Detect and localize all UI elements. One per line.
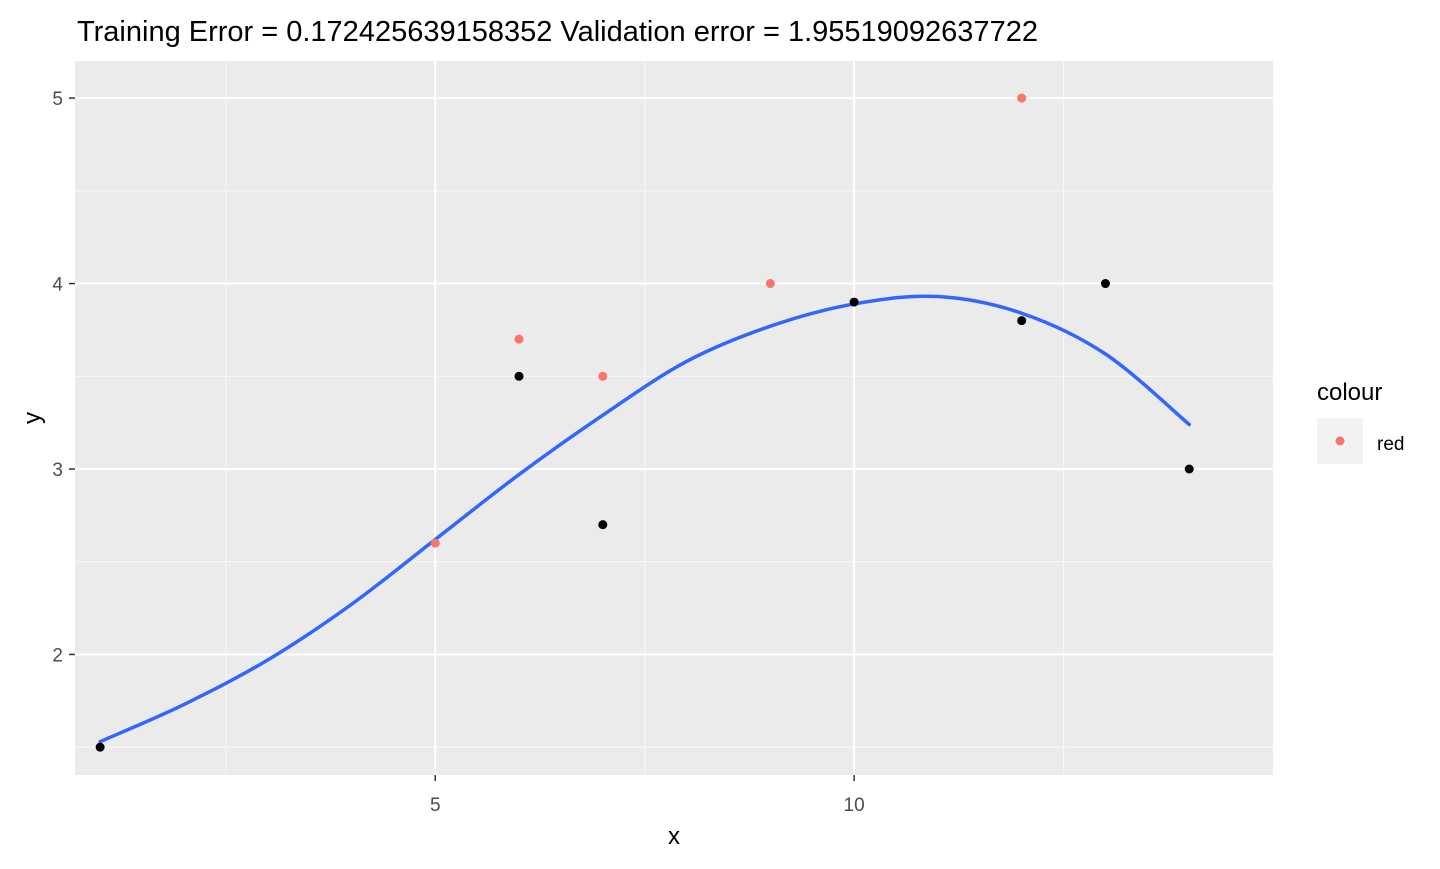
y-tick-label: 4 bbox=[52, 275, 63, 296]
points-group bbox=[95, 93, 1194, 752]
legend-key-point bbox=[1335, 436, 1345, 446]
black-point bbox=[1184, 464, 1194, 474]
smooth-curve bbox=[98, 294, 1191, 744]
legend: colour red bbox=[1317, 379, 1404, 464]
axis-ticks bbox=[69, 97, 855, 781]
x-tick-label: 5 bbox=[430, 795, 441, 816]
y-tick-label: 2 bbox=[52, 645, 63, 666]
legend-title: colour bbox=[1317, 379, 1382, 406]
y-tick-label: 5 bbox=[52, 89, 63, 110]
legend-label-red: red bbox=[1377, 434, 1404, 455]
red-point bbox=[765, 279, 775, 289]
black-point bbox=[514, 371, 524, 381]
black-point bbox=[849, 297, 859, 307]
y-tick-label: 3 bbox=[52, 460, 63, 481]
red-point bbox=[430, 538, 440, 548]
x-axis-label: x bbox=[668, 823, 680, 850]
x-tick-label: 10 bbox=[844, 795, 865, 816]
black-point bbox=[1017, 316, 1027, 326]
black-point bbox=[95, 742, 105, 752]
minor-gridlines bbox=[75, 61, 1273, 775]
major-gridlines bbox=[75, 61, 1273, 775]
smooth-curve-group bbox=[98, 294, 1191, 744]
black-point bbox=[598, 520, 608, 530]
red-point bbox=[598, 371, 608, 381]
chart-title: Training Error = 0.172425639158352 Valid… bbox=[77, 16, 1038, 48]
y-axis-label: y bbox=[19, 412, 46, 424]
black-point bbox=[1100, 279, 1110, 289]
tick-labels: 5 10 2 3 4 5 bbox=[52, 89, 864, 816]
red-point bbox=[1017, 93, 1027, 103]
red-point bbox=[514, 334, 524, 344]
